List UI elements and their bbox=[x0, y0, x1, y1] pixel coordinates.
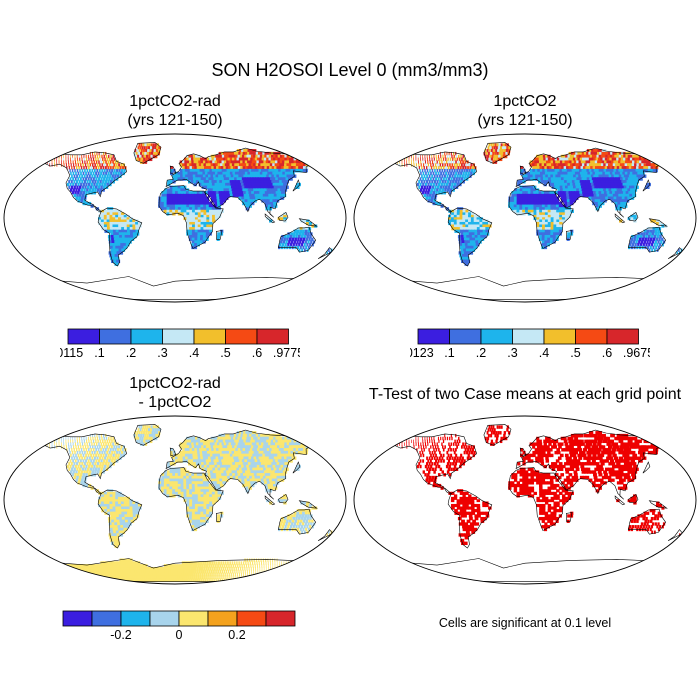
panel-title-co2: 1pctCO2 (yrs 121-150) bbox=[375, 92, 675, 130]
colorbar-swatch bbox=[575, 328, 608, 345]
colorbar-swatch bbox=[91, 610, 122, 627]
map-border bbox=[353, 415, 697, 585]
colorbar-tick-label: .4 bbox=[189, 346, 199, 360]
colorbar-swatch bbox=[120, 610, 151, 627]
map-ttest-significance bbox=[353, 415, 697, 585]
map-1pctco2-rad bbox=[3, 133, 347, 303]
colorbar-tick-label: .2 bbox=[126, 346, 136, 360]
colorbar-tick-label: 0 bbox=[176, 628, 183, 642]
colorbar-swatch bbox=[256, 328, 289, 345]
colorbar-tick-label: 0.2 bbox=[228, 628, 245, 642]
colorbar-swatch bbox=[67, 328, 100, 345]
colorbar-swatch bbox=[236, 610, 267, 627]
colorbar-tick-label: .0115 bbox=[60, 346, 83, 360]
colorbar-swatch bbox=[193, 328, 226, 345]
panel-title-rad-line2: (yrs 121-150) bbox=[127, 112, 223, 129]
panel-title-ttest: T-Test of two Case means at each grid po… bbox=[352, 385, 698, 404]
map-1pctco2 bbox=[353, 133, 697, 303]
colorbar-swatch bbox=[99, 328, 132, 345]
colorbar-swatch bbox=[606, 328, 639, 345]
colorbar-swatch bbox=[543, 328, 576, 345]
panel-title-rad-line1: 1pctCO2-rad bbox=[129, 93, 221, 110]
coastlines bbox=[388, 424, 684, 582]
coastlines bbox=[38, 142, 334, 300]
map-cells bbox=[396, 425, 681, 546]
map-border bbox=[3, 415, 347, 585]
colorbar-tick-label: .3 bbox=[507, 346, 517, 360]
colorbar-swatch bbox=[265, 610, 296, 627]
colorbar-swatch bbox=[62, 610, 93, 627]
panel-title-diff-line1: 1pctCO2-rad bbox=[129, 375, 221, 392]
panel-title-diff-line2: - 1pctCO2 bbox=[138, 394, 212, 411]
colorbar-tick-label: -0.2 bbox=[110, 628, 132, 642]
colorbar-swatch bbox=[149, 610, 180, 627]
colorbar-1pctco2-rad: .0115 .1 .2 .3 .4 .5 .6 .9775 bbox=[60, 328, 300, 360]
coastlines bbox=[38, 424, 334, 582]
colorbar-tick-label: .3 bbox=[157, 346, 167, 360]
colorbar-tick-label: .2 bbox=[476, 346, 486, 360]
colorbar-swatch bbox=[207, 610, 238, 627]
colorbar-tick-label: .5 bbox=[570, 346, 580, 360]
colorbar-difference: -0.2 0 0.2 bbox=[62, 610, 296, 642]
colorbar-swatch bbox=[417, 328, 450, 345]
colorbar-tick-label: .5 bbox=[220, 346, 230, 360]
colorbar-swatch bbox=[162, 328, 195, 345]
colorbar-tick-label: .0123 bbox=[410, 346, 434, 360]
colorbar-tick-label: .1 bbox=[444, 346, 454, 360]
panel-title-co2-line2: (yrs 121-150) bbox=[477, 112, 573, 129]
colorbar-tick-label: .9675 bbox=[623, 346, 650, 360]
figure-title: SON H2OSOI Level 0 (mm3/mm3) bbox=[211, 60, 489, 80]
panel-title-co2-line1: 1pctCO2 bbox=[493, 93, 557, 110]
colorbar-swatch bbox=[130, 328, 163, 345]
map-border bbox=[3, 133, 347, 303]
colorbar-swatch bbox=[480, 328, 513, 345]
colorbar-swatch bbox=[178, 610, 209, 627]
map-difference bbox=[3, 415, 347, 585]
map-cells bbox=[46, 143, 333, 266]
colorbar-tick-label: .4 bbox=[539, 346, 549, 360]
colorbar-swatch bbox=[449, 328, 482, 345]
colorbar-swatch bbox=[225, 328, 258, 345]
colorbar-tick-label: .9775 bbox=[273, 346, 300, 360]
colorbar-tick-label: .1 bbox=[94, 346, 104, 360]
coastlines bbox=[388, 142, 684, 300]
panel-title-rad: 1pctCO2-rad (yrs 121-150) bbox=[25, 92, 325, 130]
panel-title-ttest-line1: T-Test of two Case means at each grid po… bbox=[368, 386, 682, 403]
colorbar-tick-label: .6 bbox=[252, 346, 262, 360]
colorbar-swatch bbox=[512, 328, 545, 345]
colorbar-tick-label: .6 bbox=[602, 346, 612, 360]
colorbar-1pctco2: .0123 .1 .2 .3 .4 .5 .6 .9675 bbox=[410, 328, 650, 360]
map-border bbox=[353, 133, 697, 303]
panel-title-diff: 1pctCO2-rad - 1pctCO2 bbox=[25, 374, 325, 412]
significance-note: Cells are significant at 0.1 level bbox=[438, 616, 612, 630]
